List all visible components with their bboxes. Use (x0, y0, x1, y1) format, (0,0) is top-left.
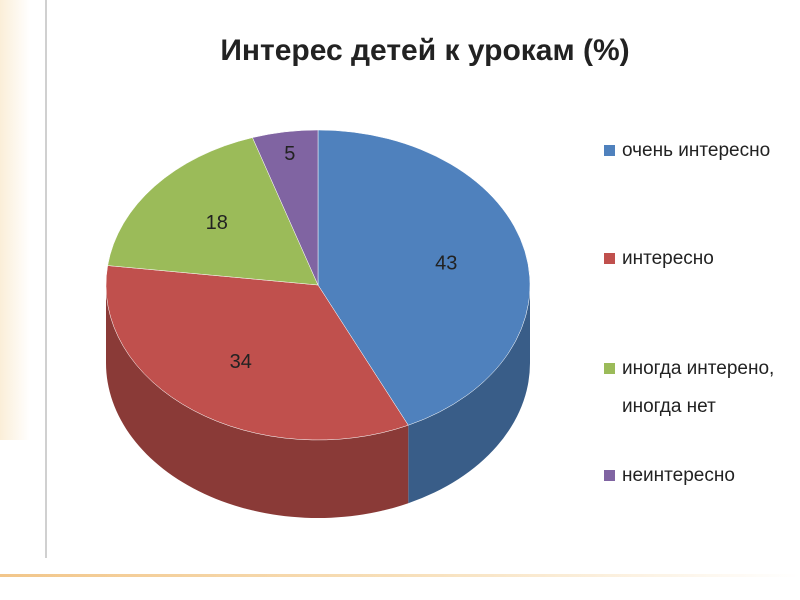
legend-label: интересно (622, 248, 714, 269)
data-label: 34 (230, 351, 252, 373)
data-label: 5 (284, 143, 295, 165)
legend-label: иногда интерено, иногда нет (622, 358, 775, 417)
legend-label: очень интересно (622, 140, 771, 161)
slice-side (106, 285, 409, 518)
slice (317, 129, 531, 426)
legend-item: неинтересно (604, 457, 794, 495)
chart-title: Интерес детей к урокам (%) (220, 34, 629, 67)
slide-margin (0, 0, 30, 440)
legend-item: иногда интерено, иногда нет (604, 350, 794, 426)
data-label: 18 (206, 212, 228, 234)
legend-swatch (604, 363, 615, 374)
slide-rule (0, 574, 800, 577)
legend-swatch (604, 145, 615, 156)
legend-swatch (604, 253, 615, 264)
slice (105, 265, 409, 441)
legend-item: интересно (604, 240, 794, 278)
legend-item: очень интересно (604, 132, 794, 170)
slice (252, 129, 319, 286)
legend-swatch (604, 470, 615, 481)
slice-side (408, 285, 530, 504)
legend-label: неинтересно (622, 465, 735, 486)
data-label: 43 (435, 252, 457, 274)
slice (107, 137, 319, 286)
